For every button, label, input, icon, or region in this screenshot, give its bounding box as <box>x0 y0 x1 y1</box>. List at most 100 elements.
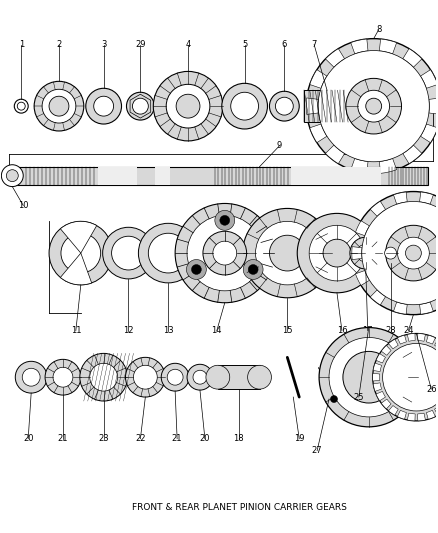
Circle shape <box>127 92 154 120</box>
Text: 6: 6 <box>282 40 287 49</box>
Text: FRONT & REAR PLANET PINION CARRIER GEARS: FRONT & REAR PLANET PINION CARRIER GEARS <box>132 503 347 512</box>
Wedge shape <box>310 70 327 88</box>
Wedge shape <box>373 363 381 372</box>
Circle shape <box>187 260 206 279</box>
Circle shape <box>352 191 438 314</box>
Wedge shape <box>379 39 397 54</box>
Circle shape <box>90 364 117 391</box>
Circle shape <box>34 82 84 131</box>
Circle shape <box>148 233 188 273</box>
Circle shape <box>309 225 365 281</box>
Wedge shape <box>417 334 425 341</box>
Circle shape <box>276 97 293 115</box>
Bar <box>155 167 170 184</box>
Text: 9: 9 <box>277 141 282 150</box>
Circle shape <box>45 359 81 395</box>
Text: 17: 17 <box>362 326 373 335</box>
Text: 2: 2 <box>57 40 62 49</box>
Circle shape <box>383 343 438 411</box>
Circle shape <box>206 365 230 389</box>
Wedge shape <box>310 124 327 143</box>
Circle shape <box>331 395 337 402</box>
Wedge shape <box>306 98 318 115</box>
Circle shape <box>385 225 438 281</box>
Text: 8: 8 <box>376 25 381 34</box>
Wedge shape <box>420 70 438 88</box>
Circle shape <box>255 221 319 285</box>
Wedge shape <box>381 345 391 356</box>
Circle shape <box>269 91 299 121</box>
Circle shape <box>350 237 381 269</box>
Circle shape <box>7 169 18 182</box>
Text: 3: 3 <box>101 40 106 49</box>
Circle shape <box>86 88 121 124</box>
Circle shape <box>381 243 400 263</box>
Text: 23: 23 <box>99 434 109 443</box>
Wedge shape <box>434 406 438 415</box>
Circle shape <box>17 102 25 110</box>
Wedge shape <box>403 49 422 67</box>
Circle shape <box>203 231 247 275</box>
Wedge shape <box>420 124 438 143</box>
Circle shape <box>61 233 101 273</box>
Wedge shape <box>376 353 385 363</box>
Text: 11: 11 <box>71 326 81 335</box>
Wedge shape <box>373 374 380 381</box>
Wedge shape <box>381 399 391 409</box>
Text: 4: 4 <box>185 40 191 49</box>
Bar <box>218 365 260 389</box>
Text: 21: 21 <box>58 434 68 443</box>
Wedge shape <box>393 192 407 204</box>
Circle shape <box>126 357 165 397</box>
Bar <box>98 167 138 184</box>
Circle shape <box>14 99 28 113</box>
Wedge shape <box>426 335 435 344</box>
Circle shape <box>138 223 198 283</box>
Wedge shape <box>389 406 398 415</box>
Wedge shape <box>370 290 385 305</box>
Circle shape <box>175 204 275 303</box>
Text: 10: 10 <box>18 201 28 210</box>
Circle shape <box>102 227 154 279</box>
Circle shape <box>42 90 76 123</box>
Text: 20: 20 <box>200 434 210 443</box>
Wedge shape <box>403 145 422 164</box>
Wedge shape <box>407 413 415 421</box>
Text: 1: 1 <box>19 40 24 49</box>
Circle shape <box>398 237 429 269</box>
Text: 20: 20 <box>23 434 33 443</box>
Circle shape <box>362 201 438 305</box>
Text: 25: 25 <box>353 393 364 401</box>
Circle shape <box>153 71 223 141</box>
Wedge shape <box>352 247 362 260</box>
Circle shape <box>243 208 332 298</box>
Text: 29: 29 <box>135 40 145 49</box>
Circle shape <box>243 260 263 279</box>
Wedge shape <box>393 302 407 314</box>
Circle shape <box>213 241 237 265</box>
Circle shape <box>318 51 429 161</box>
Wedge shape <box>397 410 406 419</box>
Wedge shape <box>351 39 368 54</box>
Text: 13: 13 <box>163 326 173 335</box>
Text: 16: 16 <box>337 326 347 335</box>
Circle shape <box>366 98 381 114</box>
Wedge shape <box>420 302 433 314</box>
Circle shape <box>346 78 402 134</box>
Circle shape <box>187 364 213 390</box>
Circle shape <box>187 215 262 291</box>
Wedge shape <box>325 145 345 164</box>
Circle shape <box>49 221 113 285</box>
Wedge shape <box>325 49 345 67</box>
Circle shape <box>329 337 409 417</box>
Circle shape <box>358 90 389 122</box>
Circle shape <box>406 245 421 261</box>
Wedge shape <box>429 98 438 115</box>
Wedge shape <box>60 221 97 253</box>
Circle shape <box>269 235 305 271</box>
Wedge shape <box>373 383 381 391</box>
Text: 5: 5 <box>242 40 247 49</box>
Circle shape <box>297 213 377 293</box>
Wedge shape <box>434 339 438 349</box>
Text: 21: 21 <box>172 434 182 443</box>
